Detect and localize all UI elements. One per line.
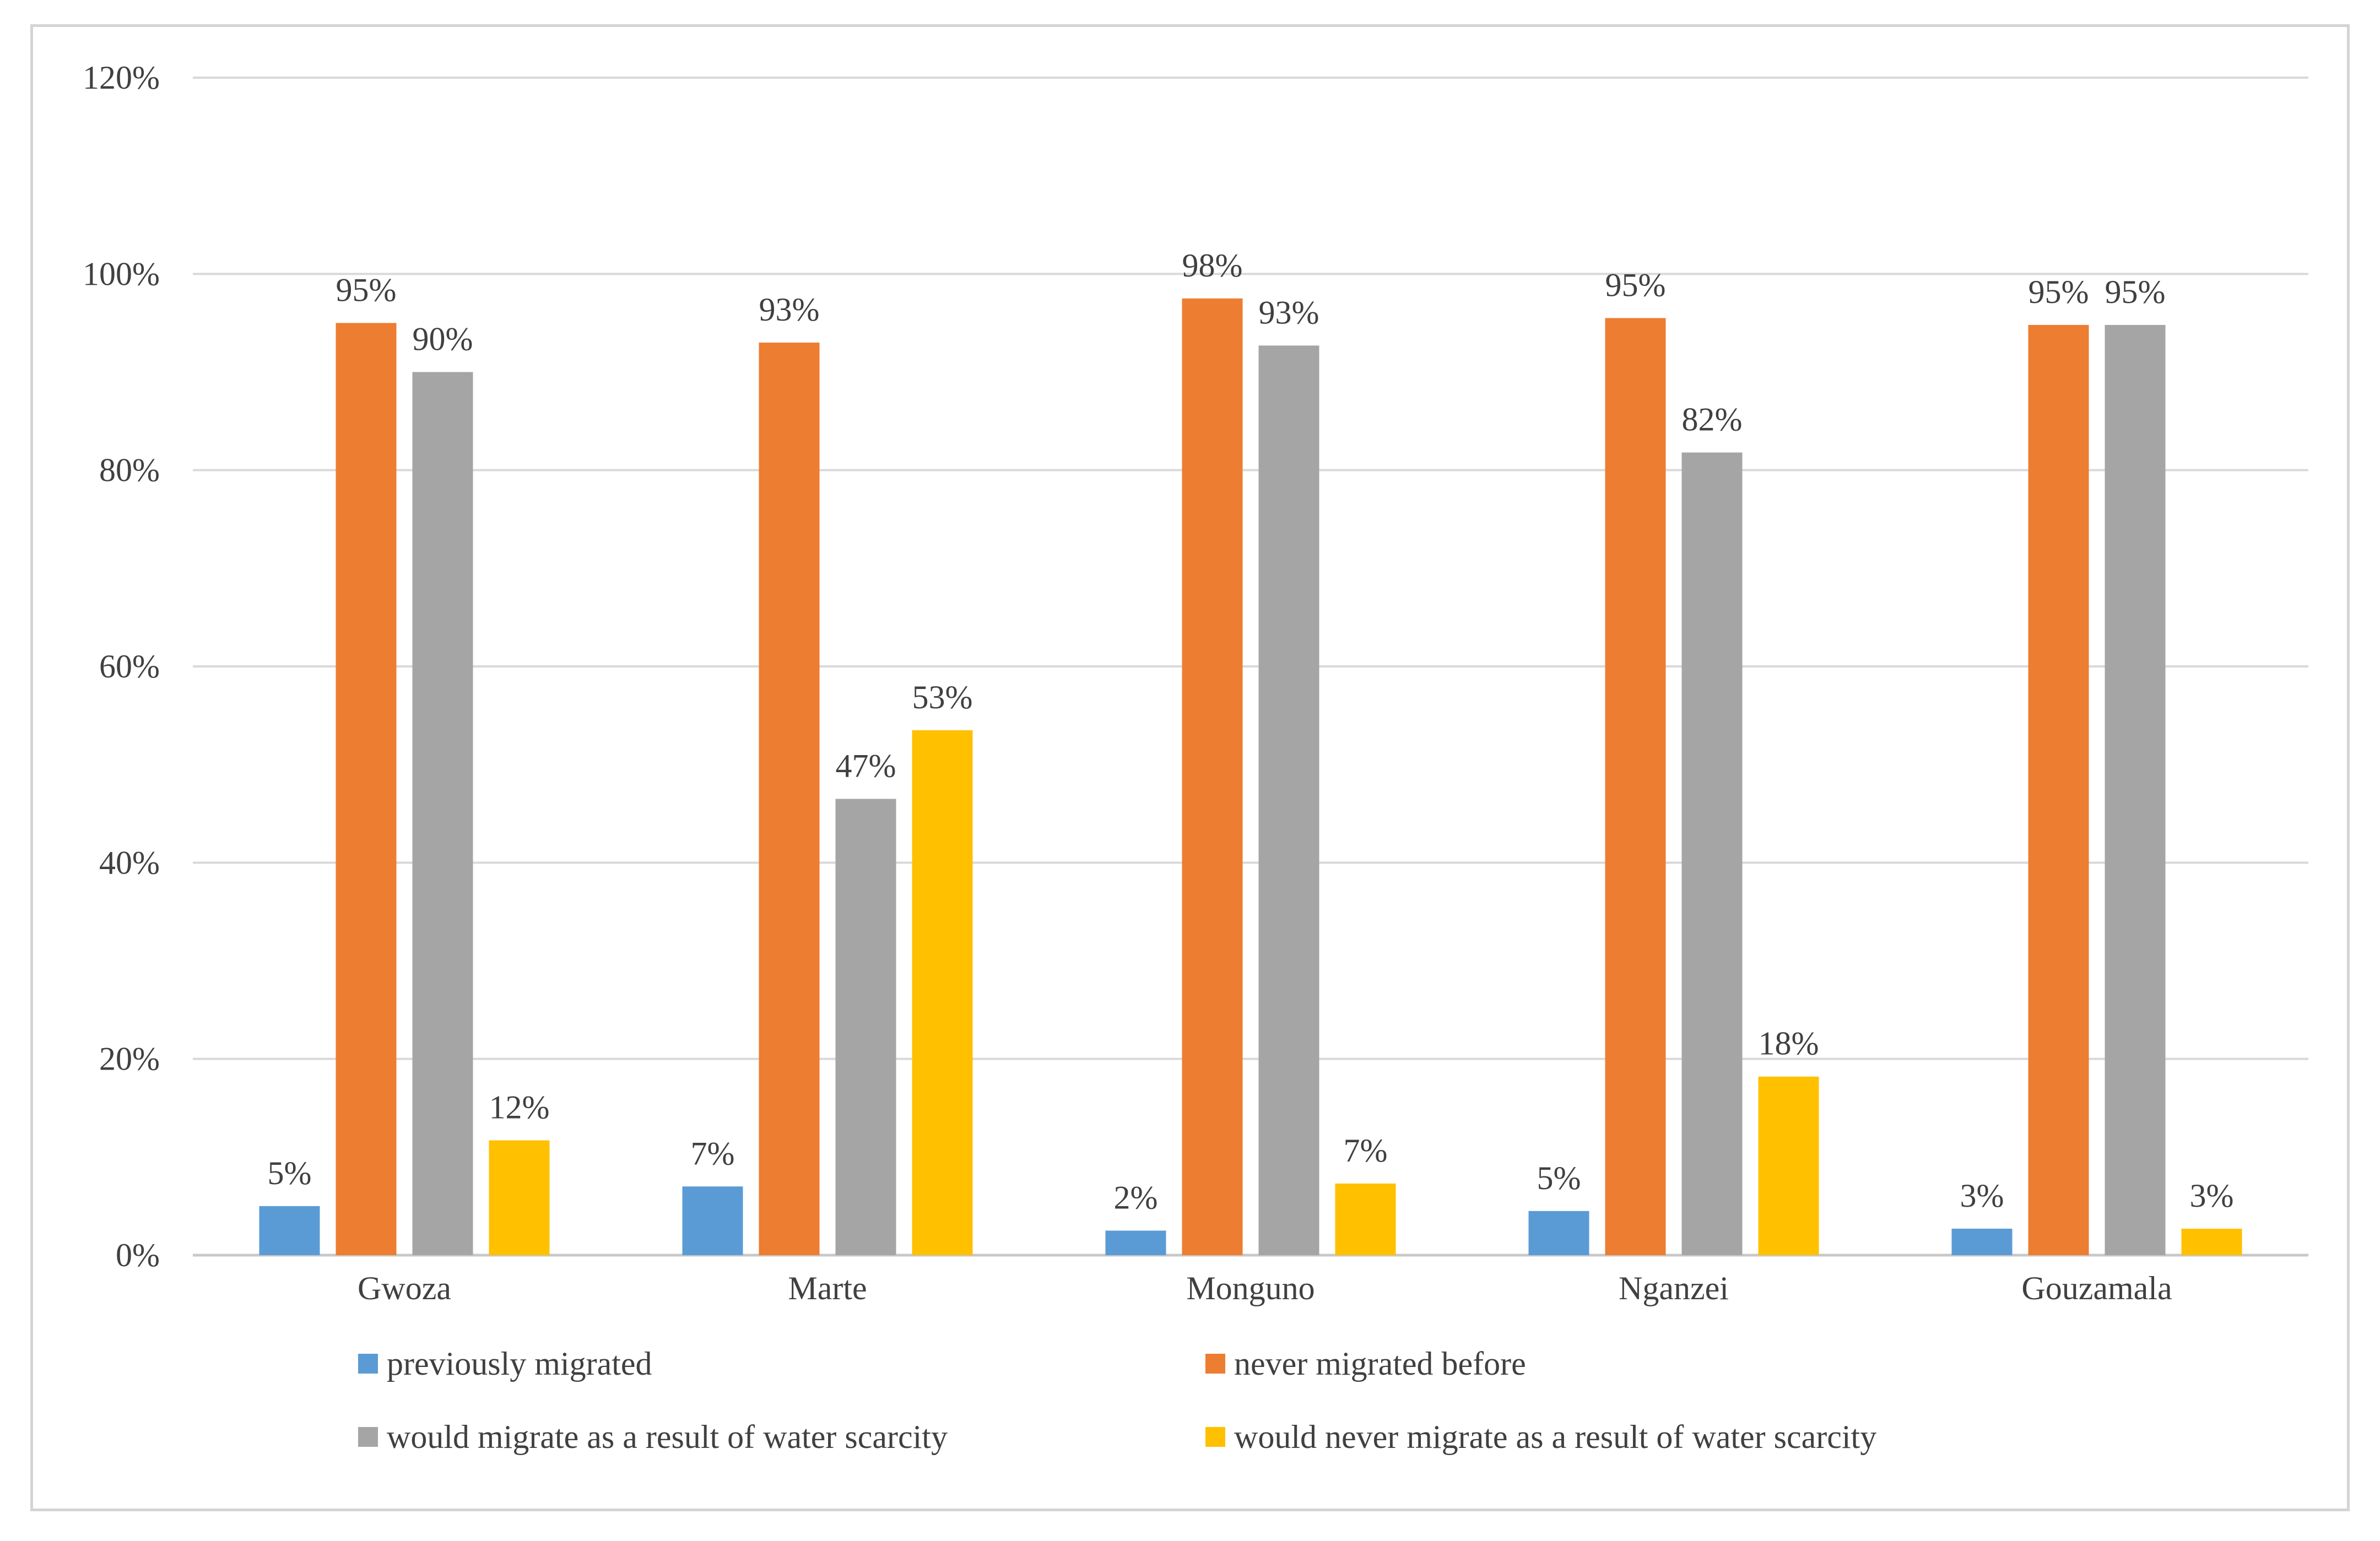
y-tick-label: 40% [99,844,160,881]
y-tick-label: 80% [99,452,160,489]
y-tick-label: 0% [116,1237,160,1273]
data-label: 90% [413,321,473,357]
x-tick-label: Gouzamala [2021,1270,2172,1306]
legend: previously migrated never migrated before… [358,1345,1876,1455]
bar [1105,1230,1166,1255]
bar [259,1206,320,1255]
bar [1605,318,1666,1256]
data-label: 47% [836,748,896,784]
data-label: 95% [2029,274,2089,310]
bar-chart: 0% 20% 40% 60% 80% 100% 120% 5% 95% 90% 12% 7% 93% 4… [83,59,2308,1455]
data-labels: 5% 95% 90% 12% 7% 93% 47% 53% 2% 98% 93% 7% 5% 95% 82%… [268,247,2234,1216]
data-label: 18% [1759,1025,1819,1062]
x-tick-label: Nganzei [1619,1270,1729,1306]
y-tick-label: 100% [83,256,160,292]
data-label: 95% [1605,267,1666,303]
bar [412,372,473,1255]
y-tick-label: 120% [83,59,160,96]
data-label: 12% [489,1089,550,1126]
bar [1335,1183,1396,1255]
data-label: 98% [1182,247,1243,284]
data-label: 95% [2105,274,2166,310]
legend-label: would never migrate as a result of water… [1234,1419,1876,1455]
legend-swatch [358,1354,378,1374]
y-tick-label: 60% [99,648,160,685]
bar [1528,1211,1589,1255]
data-label: 82% [1682,401,1743,438]
data-label: 7% [691,1135,735,1171]
bar [1182,298,1243,1255]
data-label: 2% [1114,1179,1158,1216]
bar [336,323,397,1255]
bar [2028,324,2089,1255]
data-label: 3% [2190,1178,2234,1214]
legend-label: never migrated before [1234,1345,1526,1382]
bar [1258,345,1319,1255]
data-label: 5% [268,1155,312,1191]
x-tick-label: Gwoza [358,1270,451,1306]
legend-swatch [358,1427,378,1447]
legend-label: would migrate as a result of water scarc… [387,1419,948,1455]
bars [259,298,2242,1256]
bar [1758,1076,1819,1255]
data-label: 7% [1344,1132,1388,1169]
bar [2181,1228,2242,1255]
legend-swatch [1205,1354,1225,1374]
data-label: 3% [1960,1178,2004,1214]
data-label: 5% [1537,1160,1581,1196]
chart-frame: 0% 20% 40% 60% 80% 100% 120% 5% 95% 90% 12% 7% 93% 4… [30,24,2350,1511]
legend-swatch [1205,1427,1225,1447]
x-axis-ticks: Gwoza Marte Monguno Nganzei Gouzamala [358,1270,2172,1306]
data-label: 93% [1259,294,1319,330]
bar [489,1140,550,1255]
bar [1681,452,1743,1255]
bar [682,1186,743,1255]
x-tick-label: Marte [788,1270,867,1306]
data-label: 53% [912,679,973,715]
legend-label: previously migrated [387,1345,652,1382]
bar [2105,324,2166,1255]
bar [835,799,896,1255]
bar [1951,1228,2013,1255]
bar [759,343,820,1255]
data-label: 93% [759,291,820,328]
data-label: 95% [336,272,397,308]
y-axis-ticks: 0% 20% 40% 60% 80% 100% 120% [83,59,160,1273]
gridlines [193,77,2308,1257]
x-tick-label: Monguno [1186,1270,1315,1306]
bar [912,730,973,1255]
y-tick-label: 20% [99,1041,160,1077]
